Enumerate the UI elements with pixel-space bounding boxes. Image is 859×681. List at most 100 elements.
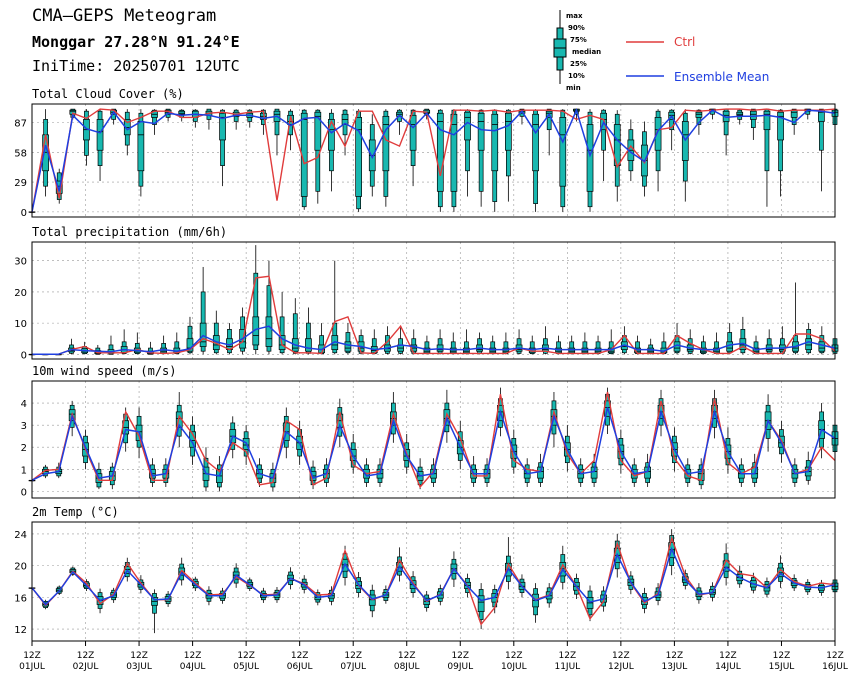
x-tick-time: 12Z: [451, 651, 469, 661]
precip-mean-line: [32, 325, 836, 356]
cloud-box-inner: [382, 115, 390, 172]
precip-box-outer: [385, 335, 390, 354]
temp-panel-title: 2m Temp (°C): [32, 505, 119, 519]
x-tick-time: 12Z: [398, 651, 416, 661]
precip-box-inner: [818, 341, 826, 352]
legend-min: min: [566, 84, 581, 90]
cloud-box-outer: [778, 109, 783, 172]
precip-box-outer: [200, 291, 206, 352]
cloud-box-inner: [450, 113, 458, 192]
precip-ctrl-line: [32, 275, 836, 355]
cloud-box-inner: [328, 119, 335, 151]
cloud-box-outer: [601, 109, 606, 151]
wind-ytick-label: 4: [21, 399, 27, 410]
x-tick-date: 16JUL: [822, 662, 848, 672]
x-tick-date: 07JUL: [340, 662, 366, 672]
wind-panel-title: 10m wind speed (m/s): [32, 364, 177, 378]
legend-max: max: [566, 12, 583, 20]
cloud-box-inner: [736, 111, 744, 116]
cloud-ytick-label: 29: [14, 178, 27, 189]
x-tick-date: 05JUL: [233, 662, 259, 672]
x-tick-time: 12Z: [77, 651, 95, 661]
cloud-ytick-label: 0: [21, 208, 27, 219]
precip-boxes: [28, 245, 839, 356]
wind-frame: [31, 380, 836, 499]
wind-ytick-label: 3: [21, 421, 27, 432]
cloud-frame: [31, 103, 836, 218]
cloud-box-inner: [559, 117, 567, 187]
x-tick-date: 09JUL: [447, 662, 473, 672]
precip-ytick-label: 30: [14, 257, 27, 268]
temp-frame: [31, 521, 836, 642]
precip-box-inner: [805, 338, 813, 350]
precip-panel: Total precipitation (mm/6h) 0 10 20 30: [14, 225, 839, 361]
x-tick-time: 12Z: [773, 651, 791, 661]
header: CMA—GEPS Meteogram Monggar 27.28°N 91.24…: [0, 0, 859, 90]
legend-ctrl-label: Ctrl: [674, 35, 695, 49]
cloud-panel-title: Total Cloud Cover (%): [32, 87, 184, 101]
x-tick-date: 03JUL: [126, 662, 152, 672]
legend-p10: 10%: [568, 72, 585, 80]
cloud-box-outer: [274, 108, 280, 136]
x-tick-date: 01JUL: [19, 662, 45, 672]
legend-mean-label: Ensemble Mean: [674, 70, 769, 84]
precip-box-outer: [253, 272, 259, 350]
wind-ytick-label: 1: [21, 465, 27, 476]
precip-box-inner: [568, 347, 576, 354]
init-time-label: IniTime: 20250701 12UTC: [32, 57, 240, 75]
cloud-box-inner: [790, 109, 798, 118]
precip-ytick-label: 10: [14, 319, 27, 330]
precip-frame: [31, 241, 836, 360]
cloud-box-inner: [654, 117, 662, 151]
x-tick-date: 04JUL: [180, 662, 206, 672]
cloud-ytick-label: 87: [14, 118, 27, 129]
x-tick-time: 12Z: [130, 651, 148, 661]
cloud-box-inner: [777, 111, 784, 141]
temp-ytick-label: 16: [14, 593, 27, 604]
legend-p90: 90%: [568, 24, 585, 32]
location-label: Monggar 27.28°N 91.24°E: [32, 33, 240, 51]
temp-box-inner: [477, 595, 485, 612]
temp-mean-line: [31, 546, 836, 606]
x-tick-time: 12Z: [559, 651, 577, 661]
cloud-panel: Total Cloud Cover (%) 0 29 58 87: [14, 87, 839, 219]
x-tick-time: 12Z: [612, 651, 630, 661]
cloud-box-outer: [819, 108, 824, 151]
x-tick-date: 08JUL: [394, 662, 420, 672]
cloud-box-outer: [478, 109, 484, 192]
x-tick-time: 12Z: [344, 651, 362, 661]
cloud-box-inner: [749, 110, 757, 120]
cloud-box-inner: [355, 117, 362, 197]
x-tick-date: 06JUL: [287, 662, 313, 672]
cloud-box-inner: [532, 113, 539, 172]
x-tick-date: 11JUL: [554, 662, 580, 672]
temp-ytick-label: 12: [14, 625, 27, 636]
cloud-boxes: [28, 108, 839, 213]
cloud-box-inner: [464, 111, 471, 141]
precip-box-inner: [344, 341, 352, 352]
legend-p25: 25%: [570, 60, 587, 68]
precip-ytick-label: 20: [14, 288, 27, 299]
x-tick-time: 12Z: [505, 651, 523, 661]
x-tick-time: 12Z: [237, 651, 255, 661]
temp-ytick-label: 20: [14, 562, 27, 573]
cloud-box-inner: [695, 111, 703, 118]
x-tick-date: 02JUL: [73, 662, 99, 672]
x-tick-time: 12Z: [666, 651, 684, 661]
cloud-mean-line: [31, 108, 836, 213]
cloud-box-inner: [137, 121, 145, 172]
wind-panel: 10m wind speed (m/s) 0 1 2 3 4: [21, 364, 839, 499]
cloud-ctrl-line: [31, 108, 836, 213]
legend: max 90% 75% median 25% 10% min Ctrl Ense…: [553, 10, 769, 90]
precip-ytick-label: 0: [21, 350, 27, 361]
chart-title: CMA—GEPS Meteogram: [32, 6, 217, 26]
x-tick-time: 12Z: [291, 651, 309, 661]
x-tick-date: 14JUL: [715, 662, 741, 672]
wind-ytick-label: 2: [21, 443, 27, 454]
x-tick-time: 12Z: [719, 651, 737, 661]
cloud-box-inner: [314, 111, 322, 151]
cloud-box-inner: [763, 110, 771, 131]
cloud-box-inner: [178, 110, 186, 115]
x-tick-date: 15JUL: [769, 662, 795, 672]
